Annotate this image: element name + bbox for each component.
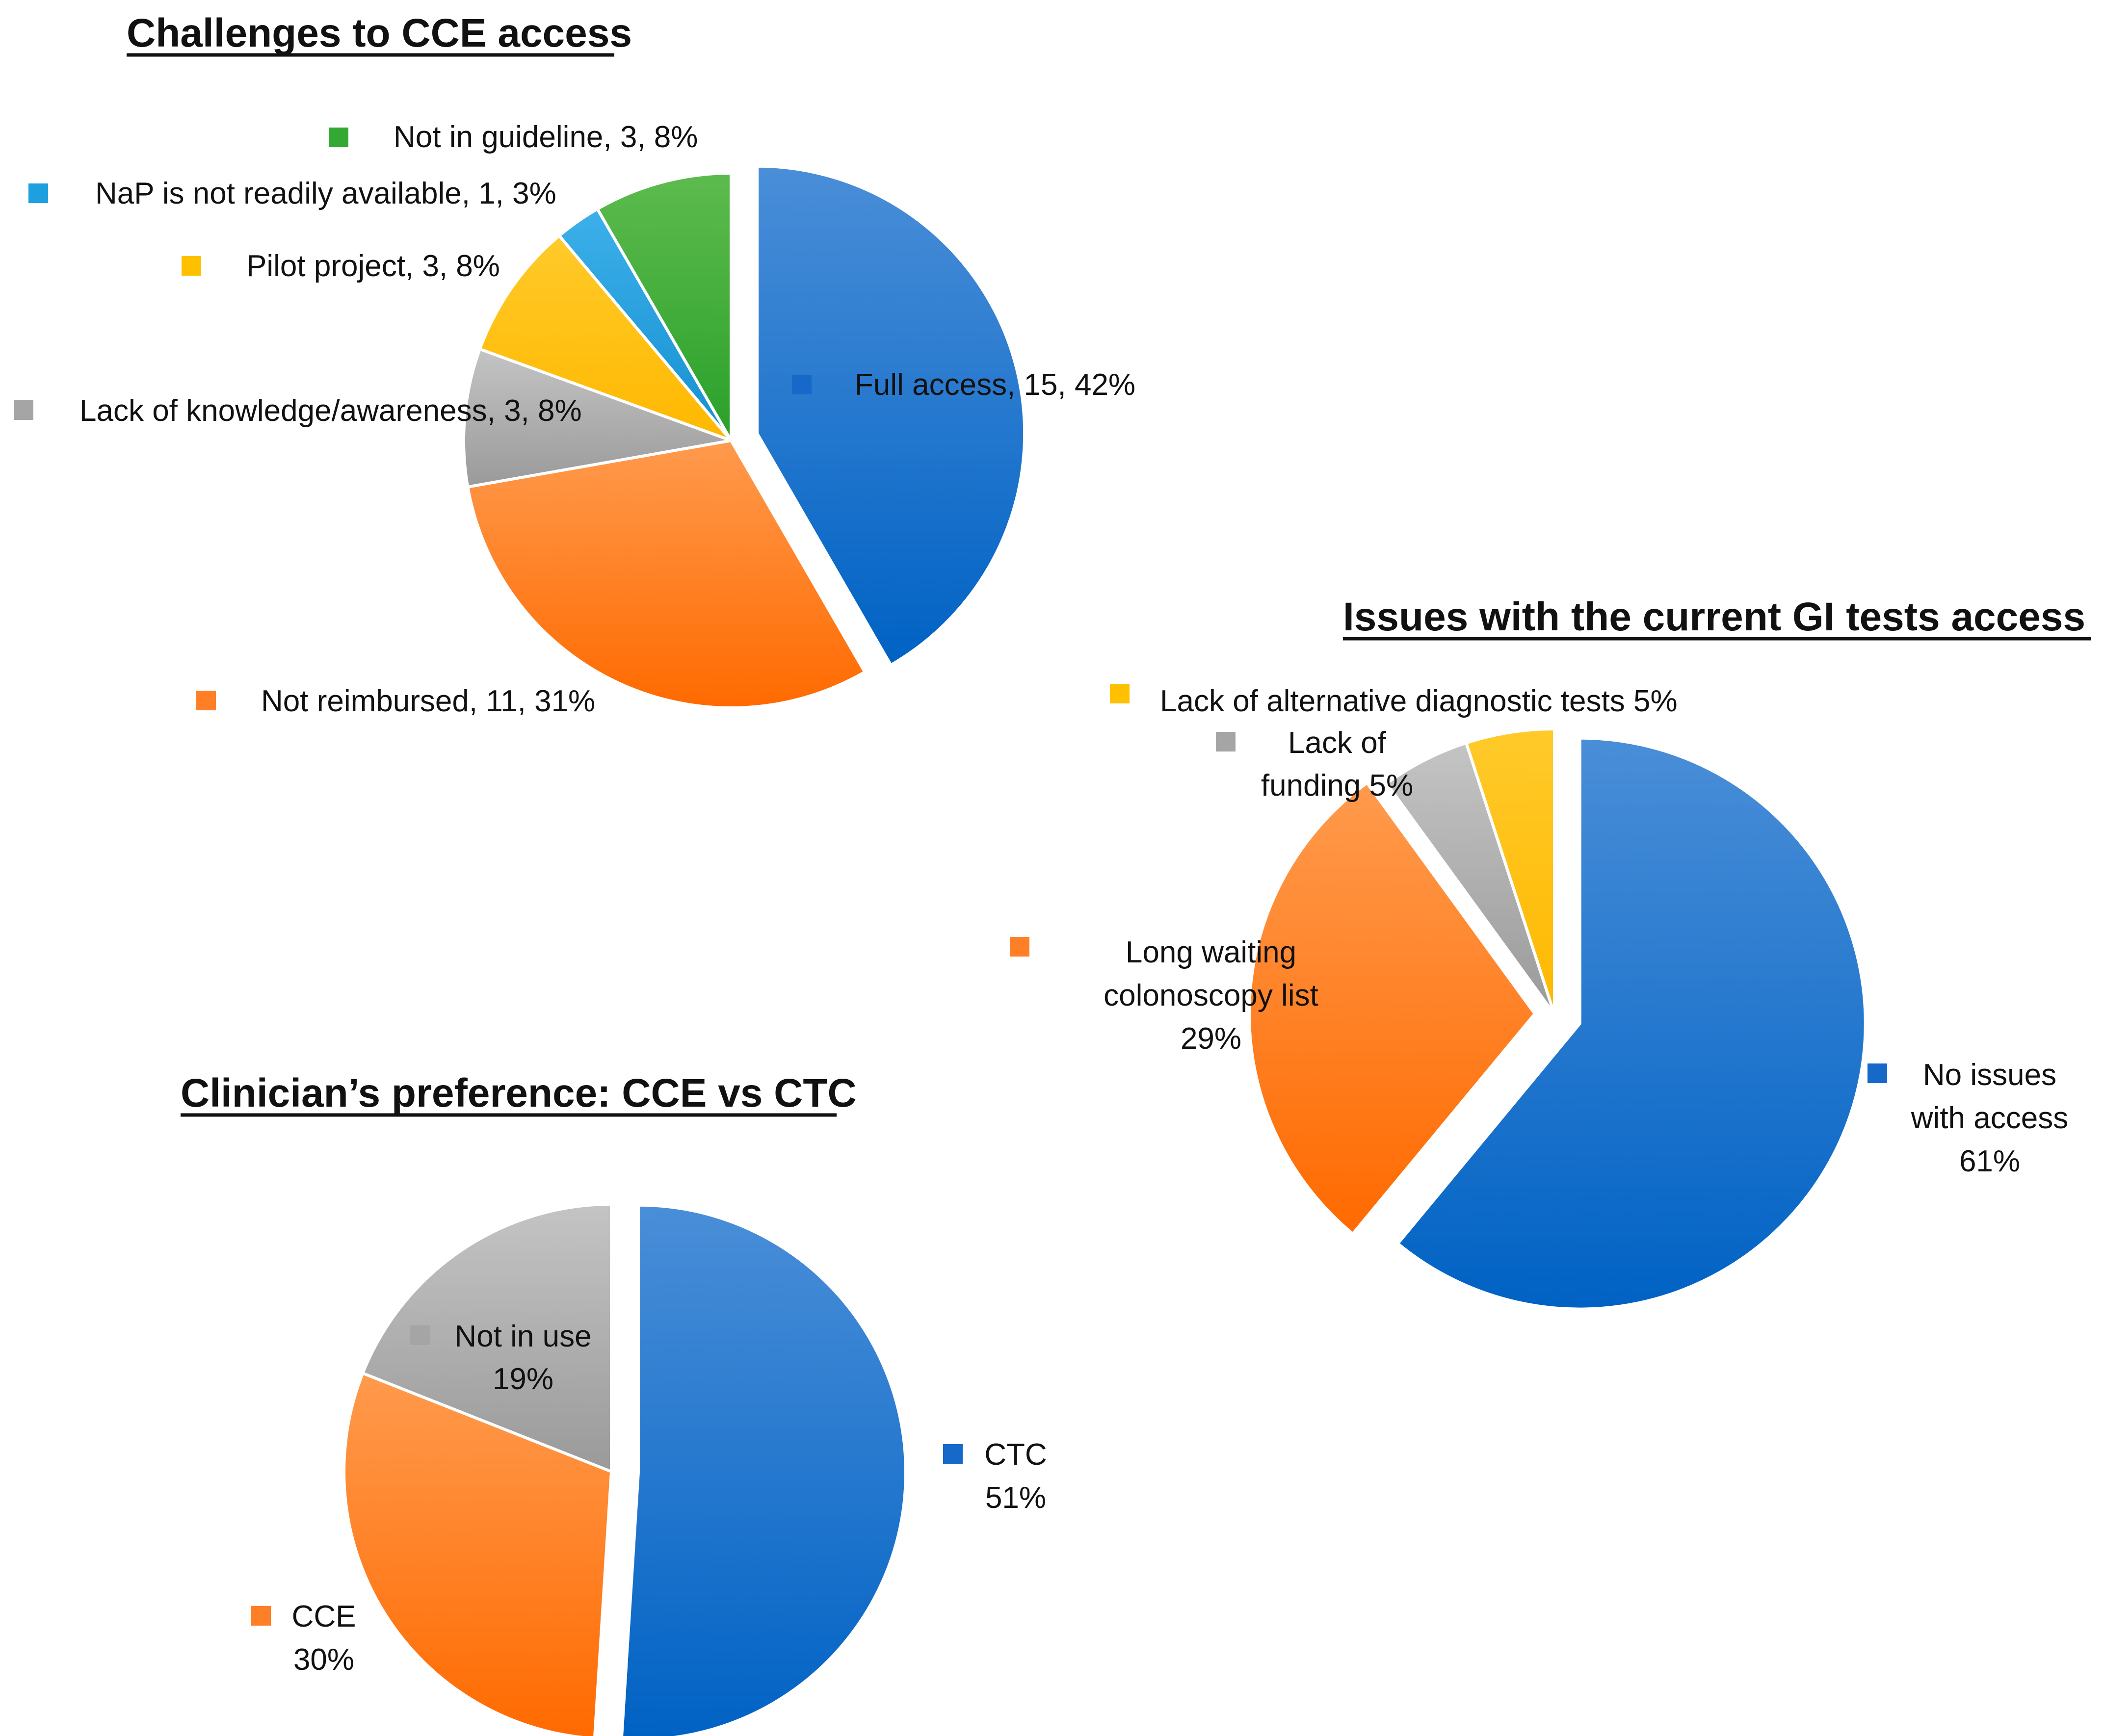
legend-swatch — [410, 1325, 430, 1345]
chart-title-issues: Issues with the current GI tests access — [1343, 595, 2085, 639]
slice-label: CTC — [984, 1438, 1047, 1472]
pie-slice-not-reimbursed — [466, 439, 867, 709]
legend-swatch — [196, 691, 216, 710]
slice-label: CCE — [292, 1600, 356, 1633]
legend-full-access: Full access, 15, 42% — [792, 368, 1135, 402]
legend-lack-funding: Lack of funding 5% — [1216, 726, 1413, 803]
slice-label: Lack of — [1288, 726, 1387, 760]
legend-long-waiting: Long waiting colonoscopy list 29% — [1010, 935, 1318, 1056]
legend-ctc: CTC 51% — [943, 1438, 1047, 1515]
slice-label: with access — [1911, 1101, 2068, 1135]
pie-slice-not-in-guideline — [595, 171, 733, 446]
slice-label: 19% — [493, 1362, 553, 1396]
pie-slice-long-waiting-colonoscopy-list — [1248, 780, 1537, 1236]
slice-label: funding 5% — [1261, 769, 1413, 803]
pie-slice-lack-of-funding — [1384, 741, 1556, 1015]
legend-swatch — [1010, 937, 1029, 957]
slice-label: Full access, 15, 42% — [855, 368, 1135, 402]
slice-label: Lack of alternative diagnostic tests 5% — [1160, 684, 1678, 718]
slice-label: NaP is not readily available, 1, 3% — [95, 177, 556, 210]
legend-swatch — [1216, 732, 1236, 751]
slice-label: Not reimbursed, 11, 31% — [261, 684, 595, 718]
chart-issues: Issues with the current GI tests access … — [1010, 595, 2091, 1311]
legend-swatch — [182, 256, 201, 276]
slice-label: 61% — [1959, 1144, 2020, 1178]
pie-slice-pilot-project — [478, 233, 736, 444]
legend-swatch — [251, 1606, 271, 1626]
slice-label: Not in guideline, 3, 8% — [394, 120, 698, 154]
slice-label: 30% — [293, 1643, 354, 1677]
legend-pilot: Pilot project, 3, 8% — [182, 249, 500, 283]
chart-preference: Clinician’s preference: CCE vs CTC Not i… — [181, 1071, 1047, 1736]
chart-challenges: Challenges to CCE access Not in guidelin… — [14, 11, 1135, 718]
slice-label: No issues — [1923, 1058, 2056, 1092]
pie-slice-lack-of-knowledge-awareness — [462, 347, 737, 489]
pie-slice-lack-of-alternative-diagnostic-tests — [1464, 727, 1556, 1015]
pie-slice-cce — [342, 1371, 613, 1736]
pie-slice-ctc — [620, 1203, 908, 1736]
legend-no-issues: No issues with access 61% — [1867, 1058, 2068, 1178]
legend-lack-knowledge: Lack of knowledge/awareness, 3, 8% — [14, 394, 582, 428]
slice-label: Long waiting — [1126, 935, 1296, 969]
legend-swatch — [14, 400, 33, 420]
legend-swatch — [943, 1444, 963, 1464]
slice-label: 29% — [1181, 1022, 1241, 1056]
slice-label: Pilot project, 3, 8% — [246, 249, 500, 283]
chart-title-preference: Clinician’s preference: CCE vs CTC — [181, 1071, 857, 1115]
slice-label: Lack of knowledge/awareness, 3, 8% — [79, 394, 582, 428]
slice-label: colonoscopy list — [1104, 979, 1318, 1012]
legend-swatch — [28, 183, 48, 203]
legend-swatch — [792, 375, 812, 394]
legend-swatch — [1110, 684, 1130, 703]
slice-label: Not in use — [454, 1320, 591, 1353]
legend-swatch — [1867, 1063, 1887, 1083]
slice-label: 51% — [985, 1481, 1046, 1515]
legend-lack-alternative: Lack of alternative diagnostic tests 5% — [1110, 684, 1678, 718]
legend-not-in-use: Not in use 19% — [410, 1320, 592, 1396]
legend-nap: NaP is not readily available, 1, 3% — [28, 177, 556, 210]
legend-swatch — [329, 128, 348, 147]
pie-slice-not-in-use — [361, 1202, 613, 1474]
legend-cce: CCE 30% — [251, 1600, 356, 1677]
chart-title-challenges: Challenges to CCE access — [127, 11, 632, 55]
legend-not-reimbursed: Not reimbursed, 11, 31% — [196, 684, 595, 718]
pie-slice-no-issues-with-access — [1395, 736, 1867, 1311]
pie-slice-full-access — [756, 164, 1026, 667]
legend-not-in-guideline: Not in guideline, 3, 8% — [329, 120, 698, 154]
